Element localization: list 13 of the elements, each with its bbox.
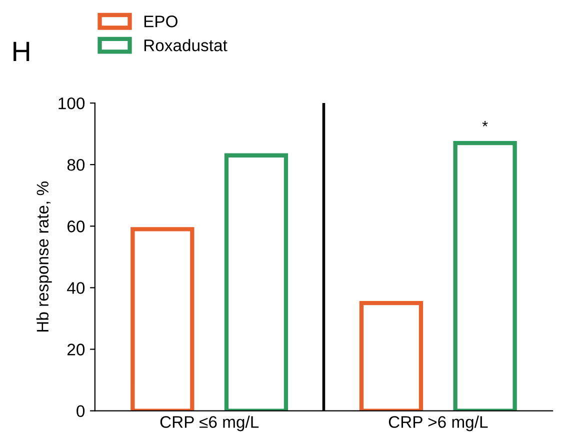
y-tick-label: 0 <box>76 405 85 418</box>
x-tick-label: CRP ≤6 mg/L <box>160 416 259 432</box>
legend-label: EPO <box>144 16 178 28</box>
y-tick-label: 100 <box>58 97 85 110</box>
x-tick-label: CRP >6 mg/L <box>388 416 488 432</box>
y-tick-label: 60 <box>68 220 85 232</box>
text: H <box>14 42 30 61</box>
y-tick-label: 40 <box>67 282 85 294</box>
y-tick-label: 80 <box>67 158 85 171</box>
annotation: * <box>482 121 488 126</box>
y-axis-title: Hb response rate, % <box>36 182 52 332</box>
y-tick-label: 20 <box>68 344 85 356</box>
legend-label: Roxadustat <box>144 39 228 52</box>
